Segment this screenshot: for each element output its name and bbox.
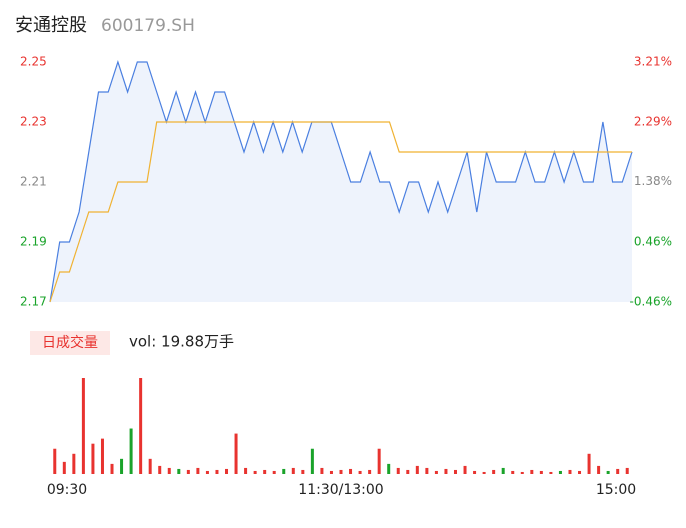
volume-bar: [606, 470, 610, 474]
volume-bar: [482, 471, 486, 474]
volume-total: vol: 19.88万手: [129, 333, 234, 351]
y2-tick-label: 1.38%: [634, 174, 672, 188]
volume-bar: [72, 453, 76, 474]
volume-bar: [91, 443, 95, 474]
volume-bar: [62, 461, 66, 474]
volume-bar: [377, 448, 381, 474]
stock-code: 600179.SH: [101, 16, 195, 36]
volume-bar: [225, 468, 229, 474]
volume-bar: [339, 469, 343, 474]
volume-bar: [568, 469, 572, 474]
volume-bar: [282, 468, 286, 474]
volume-bar: [539, 470, 543, 474]
y-tick-label: 2.19: [20, 235, 47, 249]
volume-bar: [511, 470, 515, 474]
y2-tick-label: 3.21%: [634, 55, 672, 69]
volume-bar: [473, 470, 477, 474]
volume-bar: [520, 471, 524, 474]
volume-bar: [310, 448, 314, 474]
volume-bar: [415, 465, 419, 474]
volume-bar: [444, 468, 448, 474]
volume-bar: [291, 467, 295, 474]
volume-bar: [387, 463, 391, 474]
volume-bar: [625, 467, 629, 474]
volume-bar: [186, 469, 190, 474]
volume-bar: [396, 467, 400, 474]
volume-bar: [253, 470, 257, 474]
volume-bar: [587, 453, 591, 474]
y2-tick-label: 0.46%: [634, 234, 672, 248]
volume-bar: [244, 467, 248, 474]
volume-bar: [205, 470, 209, 474]
volume-bar: [406, 469, 410, 474]
volume-bar: [329, 470, 333, 474]
volume-title: 日成交量: [42, 334, 98, 351]
volume-bar: [100, 438, 104, 474]
x-tick-label: 09:30: [47, 482, 87, 498]
volume-bar: [434, 470, 438, 474]
volume-bar: [167, 467, 171, 474]
volume-bar: [177, 468, 181, 474]
volume-bar: [196, 467, 200, 474]
volume-bar: [368, 469, 372, 474]
y2-tick-label: 2.29%: [634, 115, 672, 129]
y-tick-label: 2.23: [20, 115, 47, 129]
volume-bar: [463, 465, 467, 474]
y-tick-label: 2.21: [20, 175, 47, 189]
volume-bar: [272, 470, 276, 474]
volume-bar: [139, 378, 143, 474]
volume-bar: [129, 428, 133, 474]
volume-bar: [234, 433, 238, 474]
y-tick-label: 2.17: [20, 295, 47, 309]
volume-bar: [358, 470, 362, 474]
volume-bar: [158, 465, 162, 474]
volume-bar: [120, 458, 124, 474]
volume-bar: [148, 458, 152, 474]
series-line: [49, 121, 632, 303]
volume-bar: [81, 378, 85, 474]
volume-bar: [578, 470, 582, 474]
volume-bar: [616, 468, 620, 474]
volume-bar: [349, 468, 353, 474]
volume-bar: [558, 470, 562, 474]
volume-bar: [320, 467, 324, 474]
y2-tick-label: -0.46%: [630, 295, 672, 309]
volume-bar: [263, 469, 267, 474]
volume-bar: [110, 463, 114, 474]
volume-bar: [597, 465, 601, 474]
volume-badge: [30, 331, 110, 355]
volume-bar: [549, 471, 553, 474]
volume-bar: [453, 469, 457, 474]
volume-bar: [425, 467, 429, 474]
volume-bar: [501, 467, 505, 474]
x-tick-label: 15:00: [596, 482, 636, 498]
stock-name: 安通控股: [15, 15, 87, 36]
volume-bar: [530, 469, 534, 474]
volume-bar: [53, 448, 57, 474]
series-line: [49, 60, 633, 303]
y-tick-label: 2.25: [20, 55, 47, 69]
volume-bar: [301, 469, 305, 474]
volume-bar: [215, 469, 219, 474]
x-tick-label: 11:30/13:00: [298, 482, 383, 498]
volume-bar: [492, 469, 496, 474]
